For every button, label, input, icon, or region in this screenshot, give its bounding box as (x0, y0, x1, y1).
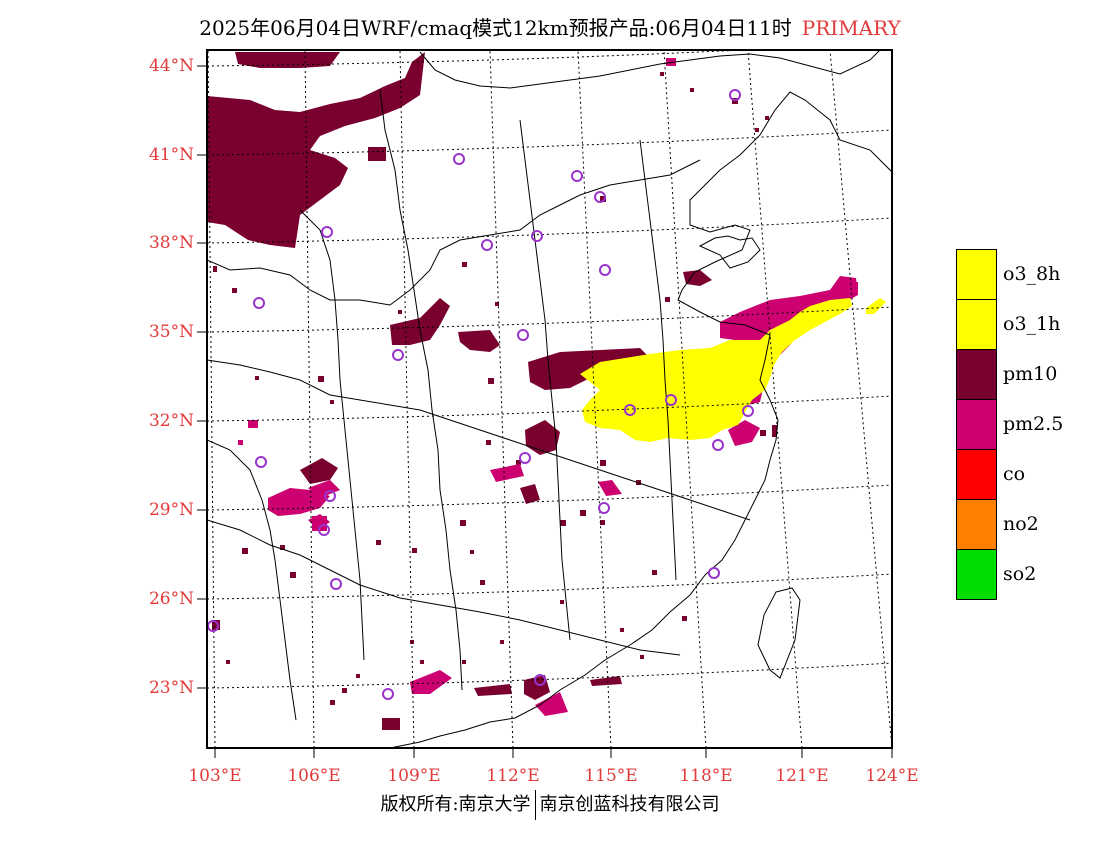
legend-label: o3_8h (1003, 263, 1061, 285)
title-pollutant-type: PRIMARY (801, 16, 901, 40)
station-marker (330, 578, 342, 590)
pm10-shandong-spot (683, 270, 712, 286)
pm25-guangxi-patch (410, 670, 452, 694)
pm10-guangdong-spot (524, 675, 550, 700)
province-border-3 (207, 519, 681, 656)
station-marker (712, 439, 724, 451)
pm10-south-strip (474, 684, 512, 696)
axis-ticks (197, 65, 893, 758)
station-marker (742, 405, 754, 417)
station-marker (392, 349, 404, 361)
pm10-central-band-east (458, 330, 500, 352)
lat-label-29n: 29°N (148, 500, 194, 520)
legend-label: so2 (1003, 563, 1037, 585)
legend-swatch (956, 449, 997, 499)
province-border-6 (639, 139, 677, 581)
lon-label-112e: 112°E (486, 766, 540, 786)
station-marker (599, 264, 611, 276)
northern-border (419, 50, 881, 89)
station-marker (729, 89, 741, 101)
station-marker (598, 502, 610, 514)
pm25-hubei-patch (490, 464, 524, 482)
lon-label-109e: 109°E (387, 766, 441, 786)
legend-swatch (956, 549, 997, 600)
station-marker (517, 329, 529, 341)
pm10-coast-strip (590, 676, 622, 686)
pm25-shanghai-area (728, 420, 760, 446)
map-frame (206, 49, 893, 749)
station-marker (255, 456, 267, 468)
pm10-northern-strip (235, 52, 340, 68)
lat-label-38n: 38°N (148, 233, 194, 253)
legend-swatch (956, 399, 997, 449)
copyright-separator (534, 790, 536, 820)
title-main: 2025年06月04日WRF/cmaq模式12km预报产品:06月04日11时 (199, 16, 792, 40)
longitude-lines (207, 50, 892, 748)
copyright-notice: 版权所有:南京大学 南京创蓝科技有限公司 (0, 790, 1100, 820)
lon-label-118e: 118°E (679, 766, 733, 786)
station-marker (624, 404, 636, 416)
legend-label: o3_1h (1003, 313, 1061, 335)
legend-swatch (956, 299, 997, 349)
station-marker (253, 297, 265, 309)
lat-label-26n: 26°N (148, 589, 194, 609)
o3-east-china-region (580, 298, 852, 442)
lat-label-44n: 44°N (148, 56, 194, 76)
station-marker (481, 239, 493, 251)
station-marker (519, 452, 531, 464)
lat-label-32n: 32°N (148, 411, 194, 431)
legend-swatch (956, 249, 997, 299)
pm10-central-band-west (390, 298, 450, 345)
pm25-guangdong-coast (535, 692, 568, 716)
lat-label-41n: 41°N (148, 145, 194, 165)
copyright-left: 版权所有:南京大学 (380, 794, 531, 815)
station-marker (318, 524, 330, 536)
lat-label-23n: 23°N (148, 678, 194, 698)
station-markers (207, 89, 754, 700)
bohai-outline (698, 235, 761, 269)
legend-swatch (956, 349, 997, 399)
legend-label: no2 (1003, 513, 1039, 535)
o3-regions (580, 298, 886, 442)
legend-label: pm10 (1003, 363, 1058, 385)
legend-label: co (1003, 463, 1026, 485)
province-border-1 (207, 159, 701, 306)
lon-label-121e: 121°E (775, 766, 829, 786)
station-marker (382, 688, 394, 700)
pm10-sichuan-spot (300, 458, 338, 484)
province-border-4 (379, 89, 463, 691)
lon-label-124e: 124°E (865, 766, 919, 786)
province-border-5 (519, 119, 571, 641)
station-marker (453, 153, 465, 165)
station-marker (594, 191, 606, 203)
station-marker (708, 567, 720, 579)
o3-coastal-island (866, 298, 886, 314)
pm10-north-west-region (207, 52, 425, 248)
station-marker (324, 490, 336, 502)
taiwan-island (757, 587, 801, 679)
map-title: 2025年06月04日WRF/cmaq模式12km预报产品:06月04日11时 P… (0, 12, 1100, 41)
station-marker (531, 230, 543, 242)
legend-label: pm2.5 (1003, 413, 1064, 435)
station-marker (321, 226, 333, 238)
legend-swatch (956, 499, 997, 549)
station-marker (665, 394, 677, 406)
china-coastline (389, 91, 892, 748)
station-marker (534, 674, 546, 686)
pm25-anhui-patch (598, 480, 622, 496)
province-border-7 (299, 209, 365, 661)
boundaries (207, 50, 892, 748)
pm10-hubei-cluster (525, 420, 560, 455)
pm25-central-patch (308, 480, 340, 498)
copyright-right: 南京创蓝科技有限公司 (539, 794, 720, 815)
station-marker (571, 170, 583, 182)
lon-label-103e: 103°E (188, 766, 242, 786)
lon-label-115e: 115°E (584, 766, 638, 786)
lat-label-35n: 35°N (148, 322, 194, 342)
pm10-hunan-spot (520, 484, 540, 504)
province-border-8 (207, 439, 297, 721)
province-border-2 (207, 359, 751, 521)
lon-label-106e: 106°E (287, 766, 341, 786)
